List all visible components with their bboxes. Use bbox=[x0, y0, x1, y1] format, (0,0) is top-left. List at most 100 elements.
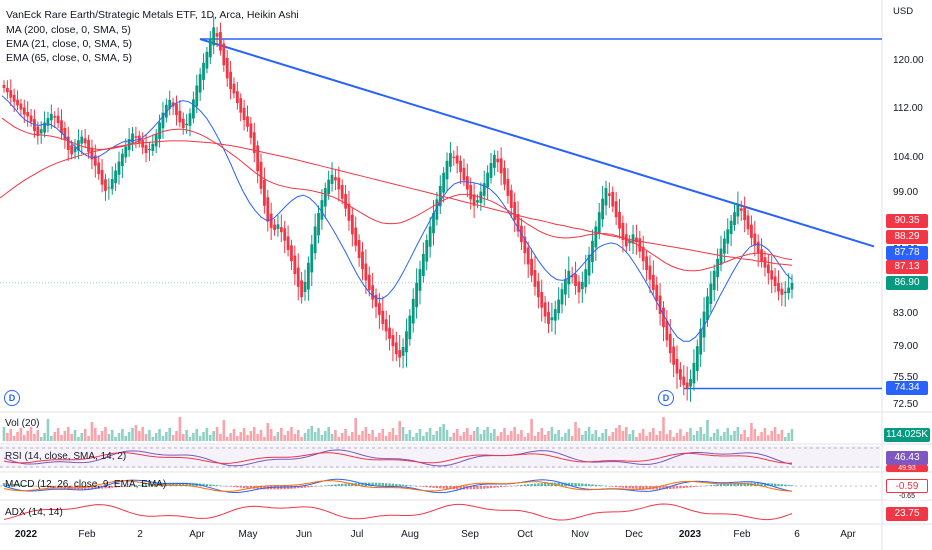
rsi-pane-label[interactable]: RSI (14, close, SMA, 14, 2) bbox=[5, 451, 127, 462]
volume-bar bbox=[77, 437, 80, 441]
macd-histogram-bar bbox=[395, 483, 398, 486]
candle-body bbox=[208, 39, 212, 58]
candle-body bbox=[695, 346, 699, 371]
price-axis-tick: 99.00 bbox=[893, 187, 919, 198]
volume-bar bbox=[496, 436, 500, 441]
candle-body bbox=[685, 382, 689, 388]
legend-ma200[interactable]: MA (200, close, 0, SMA, 5) bbox=[6, 24, 131, 36]
candle-body bbox=[327, 179, 331, 195]
volume-bar bbox=[181, 434, 185, 441]
candle-body bbox=[33, 119, 36, 132]
macd-histogram-bar bbox=[719, 484, 723, 486]
price-axis-tick: 104.00 bbox=[893, 152, 924, 163]
candle-body bbox=[9, 90, 13, 98]
legend-ema21[interactable]: EMA (21, close, 0, SMA, 5) bbox=[6, 38, 133, 50]
volume-bar bbox=[709, 437, 713, 441]
volume-bar bbox=[70, 434, 73, 441]
candle-body bbox=[222, 43, 226, 66]
volume-pane-label[interactable]: Vol (20) bbox=[5, 418, 40, 429]
candle-body bbox=[195, 85, 199, 107]
candle-body bbox=[80, 136, 84, 144]
volume-bar bbox=[286, 431, 290, 441]
candle-body bbox=[442, 172, 446, 193]
volume-bar bbox=[263, 437, 266, 441]
candle-body bbox=[543, 302, 547, 317]
volume-bar bbox=[114, 437, 117, 441]
volume-bar bbox=[50, 436, 53, 441]
candle-body bbox=[347, 203, 351, 221]
adx-pane-label[interactable]: ADX (14, 14) bbox=[5, 507, 63, 518]
volume-bar bbox=[290, 427, 293, 441]
candle-body bbox=[188, 113, 192, 126]
macd-histogram-bar bbox=[422, 486, 425, 487]
candle-body bbox=[773, 276, 777, 286]
volume-bar bbox=[435, 431, 439, 441]
dividend-marker[interactable]: D bbox=[4, 390, 20, 406]
macd-histogram-bar bbox=[618, 486, 621, 488]
macd-histogram-bar bbox=[581, 483, 584, 486]
candle-body bbox=[377, 303, 381, 315]
volume-bar bbox=[655, 435, 659, 441]
volume-bar bbox=[121, 429, 124, 441]
legend-ema65[interactable]: EMA (65, close, 0, SMA, 5) bbox=[6, 52, 133, 64]
macd-histogram-bar bbox=[713, 484, 716, 486]
volume-bar bbox=[273, 436, 276, 441]
macd-histogram-bar bbox=[242, 486, 246, 489]
macd-histogram-bar bbox=[533, 483, 537, 486]
price-tag: 86.90 bbox=[886, 276, 928, 290]
candle-body bbox=[232, 83, 236, 94]
macd-histogram-bar bbox=[445, 486, 449, 489]
macd-histogram-bar bbox=[425, 486, 428, 488]
price-axis-tick: 79.00 bbox=[893, 341, 919, 352]
volume-bar bbox=[577, 428, 581, 441]
volume-bar bbox=[672, 437, 675, 441]
price-axis-tick: 83.00 bbox=[893, 308, 919, 319]
macd-pane-label[interactable]: MACD (12, 26, close, 9, EMA, EMA) bbox=[5, 479, 167, 490]
volume-bar bbox=[422, 436, 425, 441]
candle-body bbox=[465, 176, 469, 190]
macd-line bbox=[3, 478, 793, 494]
dividend-marker[interactable]: D bbox=[658, 390, 674, 406]
macd-histogram-bar bbox=[702, 485, 706, 487]
volume-bar bbox=[195, 429, 199, 441]
volume-bar bbox=[110, 430, 114, 441]
candle-body bbox=[337, 177, 341, 190]
ma200-line bbox=[0, 140, 793, 266]
macd-histogram-bar bbox=[104, 486, 107, 489]
volume-bar bbox=[371, 430, 374, 441]
macd-histogram-bar bbox=[222, 485, 226, 487]
volume-bar bbox=[513, 427, 516, 441]
candle-body bbox=[509, 190, 513, 208]
volume-bar bbox=[442, 424, 445, 441]
price-tag: 74.34 bbox=[886, 381, 928, 395]
candle-body bbox=[766, 264, 770, 274]
volume-bar bbox=[489, 433, 493, 441]
candle-body bbox=[306, 262, 310, 290]
candle-body bbox=[489, 162, 493, 178]
macd-histogram-bar bbox=[297, 486, 300, 489]
candle-body bbox=[161, 112, 165, 129]
volume-bar bbox=[165, 432, 168, 441]
volume-bar bbox=[411, 437, 415, 441]
macd-histogram-bar bbox=[689, 486, 692, 488]
macd-histogram-bar bbox=[56, 486, 60, 489]
volume-bar bbox=[526, 433, 530, 441]
candle-body bbox=[246, 116, 249, 127]
macd-histogram-bar bbox=[577, 483, 581, 486]
candle-body bbox=[205, 51, 209, 69]
volume-bar bbox=[665, 434, 669, 441]
volume-bar bbox=[587, 427, 591, 441]
candle-body bbox=[344, 194, 347, 209]
volume-bar bbox=[53, 432, 57, 441]
volume-bar bbox=[682, 436, 686, 441]
candle-body bbox=[39, 129, 43, 134]
macd-histogram-bar bbox=[537, 483, 540, 486]
macd-histogram-bar bbox=[483, 486, 486, 489]
volume-bar bbox=[750, 423, 753, 441]
time-axis-tick: Dec bbox=[625, 529, 643, 540]
volume-bar bbox=[604, 429, 608, 441]
price-tag: 90.35 bbox=[886, 214, 928, 228]
volume-bar bbox=[581, 435, 584, 441]
volume-bar bbox=[361, 431, 364, 441]
